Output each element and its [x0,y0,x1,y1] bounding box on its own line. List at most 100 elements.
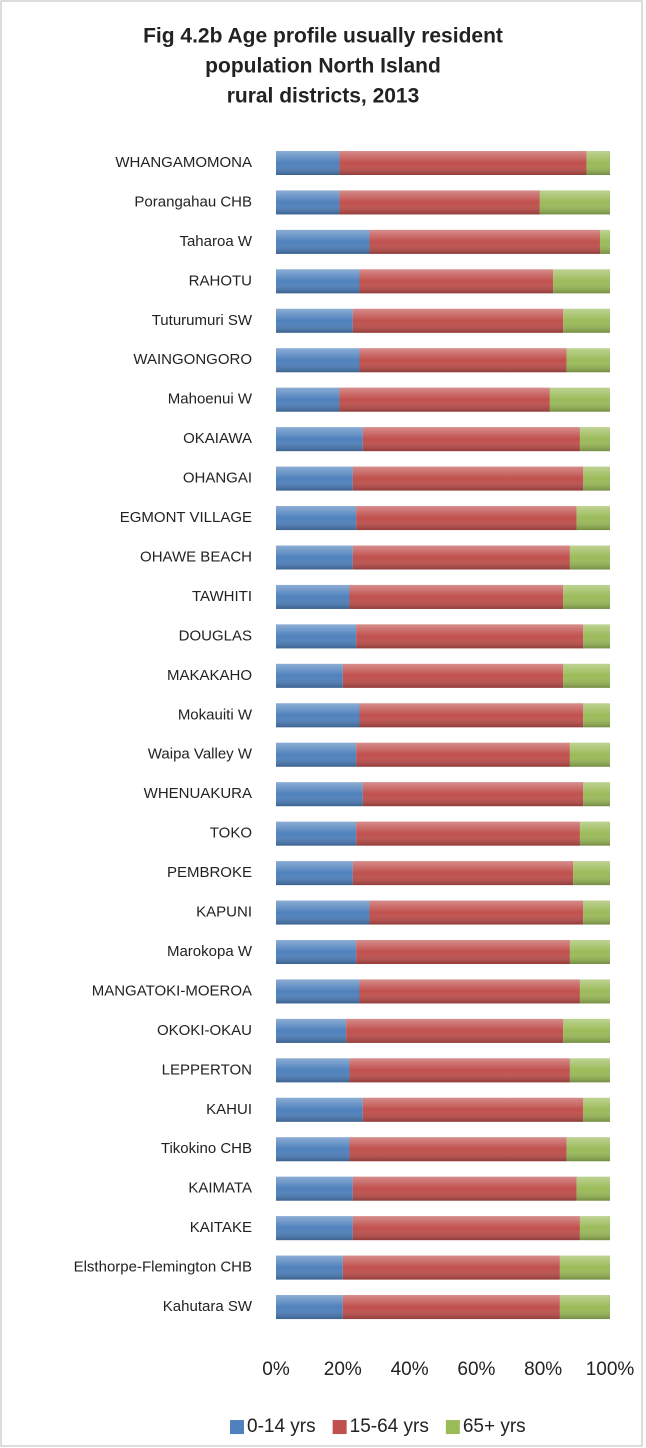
bar-shade [276,269,360,294]
bar-shade [276,821,357,846]
bar-shade [276,190,340,215]
bar-shade [339,387,550,412]
bar-shade [559,1255,610,1280]
bar-shade [566,1137,610,1162]
legend-label: 15-64 yrs [350,1416,429,1437]
bar-shade [362,782,584,807]
bar-shade [276,506,357,531]
y-tick-label: Porangahau CHB [134,193,252,210]
y-tick-label: KAIMATA [188,1180,252,1197]
bar-shade [576,506,610,531]
bar-shade [276,1255,343,1280]
bar-shade [349,1058,570,1083]
bar-shade [339,151,587,175]
bar-shade [579,1216,610,1241]
bar-shade [579,427,610,452]
bar-shade [276,1295,343,1320]
y-tick-label: PEMBROKE [167,864,252,881]
y-tick-label: TAWHITI [192,588,252,605]
bar-shade [352,1176,577,1201]
bar-shade [342,663,564,688]
bar-shade [356,821,580,846]
bar-shade [356,506,577,531]
bar-shade [276,940,357,964]
bar-shade [559,1295,610,1320]
y-tick-label: Mokauiti W [178,706,253,723]
y-tick-label: KAHUI [206,1101,252,1118]
y-tick-label: DOUGLAS [179,627,252,644]
y-tick-label: Tikokino CHB [161,1140,252,1157]
x-tick-label: 40% [391,1359,429,1380]
bar-shade [276,348,360,373]
bar-shade [276,861,353,886]
y-tick-label: MANGATOKI-MOEROA [92,982,252,999]
bar-shade [583,782,610,807]
y-tick-label: KAITAKE [190,1219,252,1236]
legend-label: 0-14 yrs [247,1416,316,1437]
chart-title: population North Island [205,55,441,78]
bar-shade [276,782,363,807]
bar-shade [583,466,610,491]
bar-shade [362,427,580,452]
bar-shade [352,308,564,333]
bar-shade [342,1255,560,1280]
bar-shade [356,742,570,767]
bar-shade [583,1097,610,1122]
x-tick-label: 0% [262,1359,290,1380]
bar-shade [276,1058,350,1083]
bar-shade [573,861,610,886]
legend-label: 65+ yrs [463,1416,526,1437]
bar-shade [352,1216,580,1241]
y-tick-label: Elsthorpe-Flemington CHB [74,1259,252,1276]
bar-shade [352,466,584,491]
bar-shade [276,663,343,688]
y-tick-label: KAPUNI [196,904,252,921]
bar-shade [276,624,357,649]
bar-shade [359,703,584,728]
bar-shade [352,861,574,886]
bar-shade [539,190,610,215]
bar-shade [583,703,610,728]
bar-shade [276,979,360,1004]
bar-shade [276,742,357,767]
bar-shade [369,900,584,925]
y-tick-label: Taharoa W [179,233,252,250]
y-tick-label: EGMONT VILLAGE [120,509,252,526]
chart-title: rural districts, 2013 [227,85,420,108]
legend-swatch [332,1420,347,1435]
bar-shade [549,387,610,412]
y-tick-label: MAKAKAHO [167,667,252,684]
bar-shade [276,703,360,728]
chart-title: Fig 4.2b Age profile usually resident [143,25,503,48]
bar-shade [276,545,353,570]
bar-shade [583,624,610,649]
bar-shade [342,1295,560,1320]
bar-shade [356,940,570,964]
y-tick-label: OHANGAI [183,470,252,487]
bar-shade [276,900,370,925]
bar-shade [576,1176,610,1201]
y-tick-label: WHANGAMOMONA [115,154,252,171]
bar-shade [579,821,610,846]
bar-shade [276,229,370,254]
bar-shade [569,1058,610,1083]
y-tick-label: OKAIAWA [183,430,252,447]
bar-shade [586,151,610,175]
bar-shade [276,427,363,452]
bar-shade [339,190,540,215]
y-tick-label: LEPPERTON [162,1061,252,1078]
bar-shade [276,1176,353,1201]
bar-shade [583,900,610,925]
bar-shade [569,940,610,964]
bar-shade [276,308,353,333]
bar-shade [359,348,567,373]
bar-shade [276,151,340,175]
y-tick-label: Kahutara SW [163,1298,253,1315]
bar-shade [276,1097,363,1122]
x-tick-label: 60% [457,1359,495,1380]
legend-swatch [230,1420,244,1435]
bar-shade [276,466,353,491]
bar-shade [359,269,554,294]
bar-shade [569,545,610,570]
